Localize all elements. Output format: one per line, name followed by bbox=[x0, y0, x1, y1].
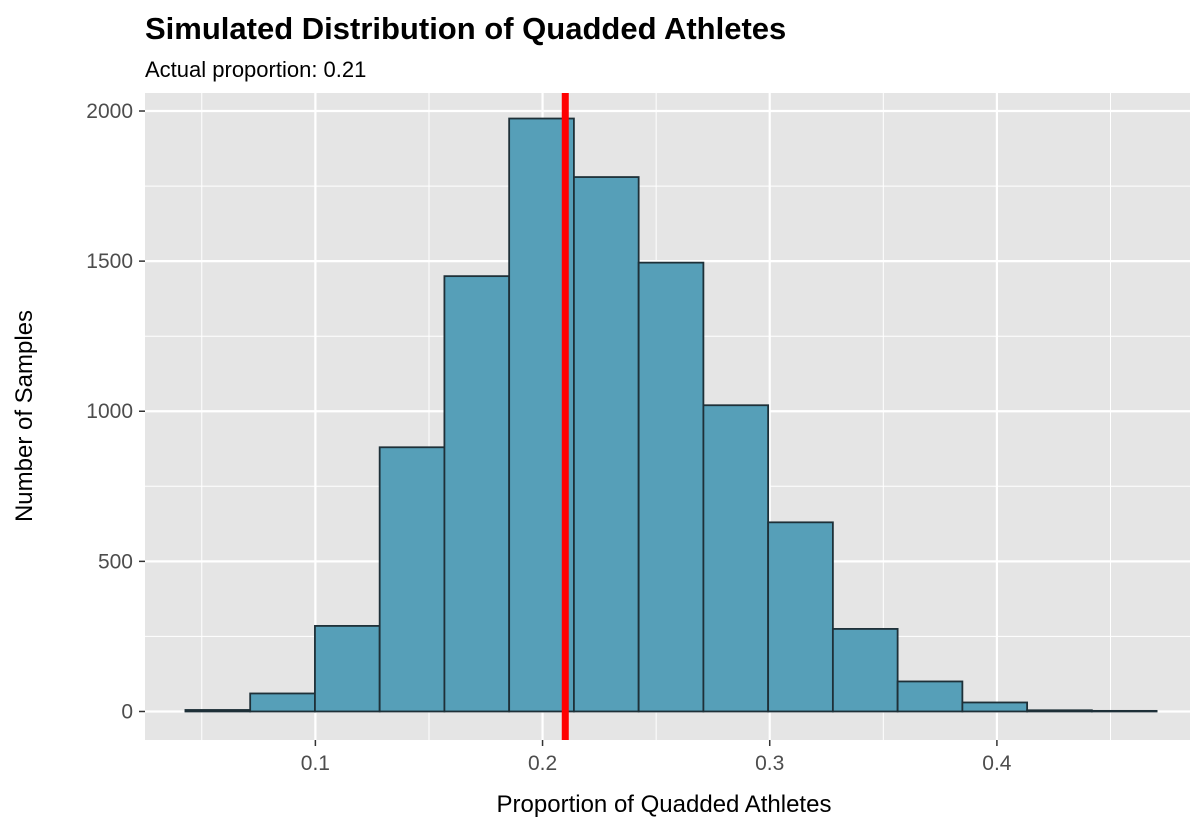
y-tick-label: 500 bbox=[98, 550, 133, 573]
chart-title: Simulated Distribution of Quadded Athlet… bbox=[145, 11, 786, 46]
histogram-bar bbox=[443, 275, 511, 713]
y-tick-label: 1000 bbox=[86, 400, 133, 423]
x-axis-title: Proportion of Quadded Athletes bbox=[497, 791, 832, 818]
y-tick-label: 0 bbox=[121, 700, 133, 723]
histogram-bar bbox=[961, 701, 1029, 713]
histogram-bar bbox=[702, 404, 770, 713]
histogram-bar bbox=[378, 446, 446, 713]
x-axis-ticks: 0.1 0.2 0.3 0.4 bbox=[301, 740, 1012, 775]
histogram-bar bbox=[896, 680, 964, 713]
x-tick-label: 0.4 bbox=[982, 752, 1012, 775]
x-tick-label: 0.1 bbox=[301, 752, 330, 775]
histogram-bar bbox=[1090, 709, 1158, 713]
histogram-bar bbox=[184, 709, 252, 713]
histogram-bar bbox=[573, 176, 640, 713]
x-tick-label: 0.2 bbox=[528, 752, 557, 775]
histogram-bar bbox=[637, 261, 705, 713]
histogram-bar bbox=[249, 692, 316, 713]
y-axis-ticks: 0 500 1000 1500 2000 bbox=[86, 100, 145, 723]
histogram-bar bbox=[831, 628, 899, 713]
y-axis-title: Number of Samples bbox=[11, 310, 38, 522]
histogram-bar bbox=[1026, 709, 1093, 713]
x-tick-label: 0.3 bbox=[755, 752, 784, 775]
chart-subtitle: Actual proportion: 0.21 bbox=[145, 57, 366, 82]
histogram-bar bbox=[767, 521, 834, 713]
histogram-bar bbox=[314, 625, 381, 713]
y-tick-label: 2000 bbox=[86, 100, 133, 123]
y-tick-label: 1500 bbox=[86, 250, 133, 273]
